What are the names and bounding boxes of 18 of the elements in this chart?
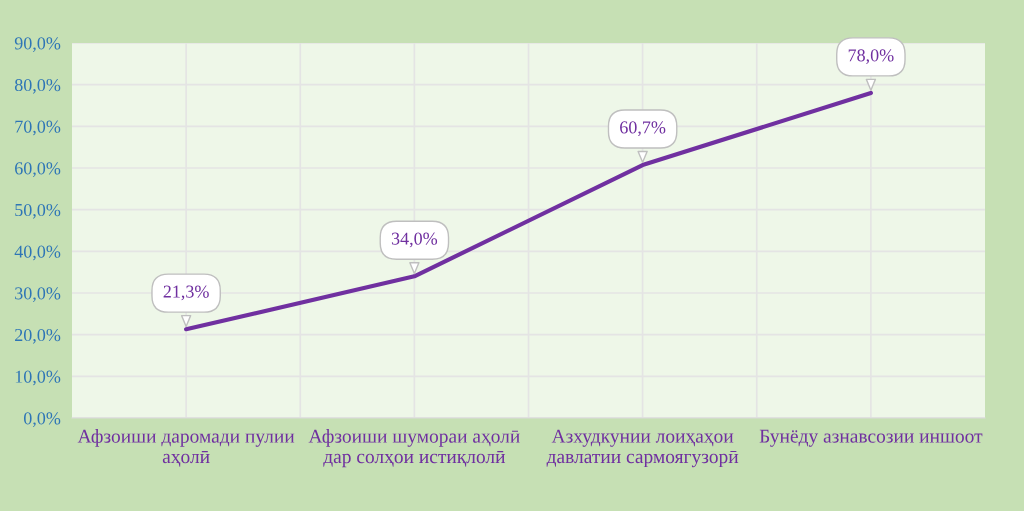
y-tick-label: 10,0% [15,370,61,386]
data-label: 60,7% [620,121,666,137]
x-tick-label: Афзоиши шумораи аҳолӣ дар солҳои истиқлолӣ [308,429,520,468]
y-tick-label: 20,0% [15,328,61,344]
y-tick-label: 0,0% [23,412,61,428]
y-tick-label: 50,0% [15,203,61,219]
data-label: 78,0% [848,49,894,65]
data-label: 34,0% [391,232,438,248]
x-tick-label: Афзоиши даромади пулии аҳолӣ [77,429,295,467]
y-tick-label: 80,0% [14,78,61,94]
x-tick-label: Азхудкунии лоиҳаҳои давлатии сармоягузорӣ [546,429,739,468]
y-tick-label: 90,0% [14,37,61,53]
y-tick-label: 70,0% [15,120,61,136]
y-tick-label: 30,0% [15,287,61,303]
x-tick-label: Бунёду азнавсозии иншоот [759,429,983,447]
data-label: 21,3% [163,285,209,301]
y-tick-label: 60,0% [15,162,61,178]
y-tick-label: 40,0% [14,245,61,261]
